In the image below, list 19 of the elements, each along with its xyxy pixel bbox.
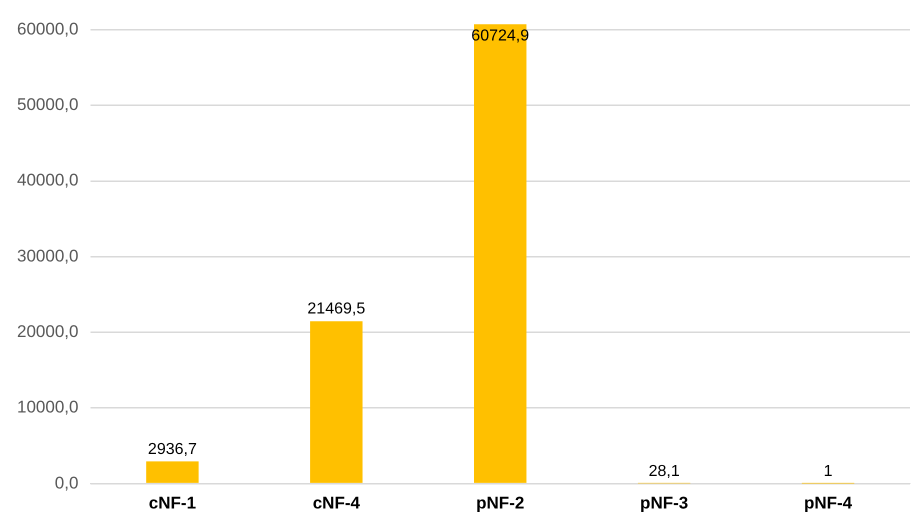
x-tick-label: pNF-4: [804, 493, 853, 512]
data-label: 1: [824, 463, 833, 480]
y-tick-label: 50000,0: [17, 95, 78, 114]
data-label: 28,1: [648, 462, 680, 480]
y-tick-label: 60000,0: [17, 19, 78, 38]
y-tick-label: 10000,0: [17, 398, 78, 417]
y-tick-label: 0,0: [54, 473, 78, 492]
y-tick-label: 40000,0: [17, 170, 78, 190]
data-label: 2936,7: [148, 440, 197, 458]
x-tick-label: cNF-1: [148, 493, 196, 512]
bar: [474, 24, 526, 483]
y-tick-label: 20000,0: [17, 322, 78, 342]
y-tick-label: 30000,0: [17, 246, 78, 266]
data-label: 21469,5: [307, 300, 366, 318]
x-tick-label: pNF-2: [476, 493, 524, 512]
x-tick-label: cNF-4: [312, 493, 360, 512]
bar: [310, 321, 363, 483]
bar: [146, 461, 199, 483]
x-tick-label: pNF-3: [640, 493, 688, 512]
